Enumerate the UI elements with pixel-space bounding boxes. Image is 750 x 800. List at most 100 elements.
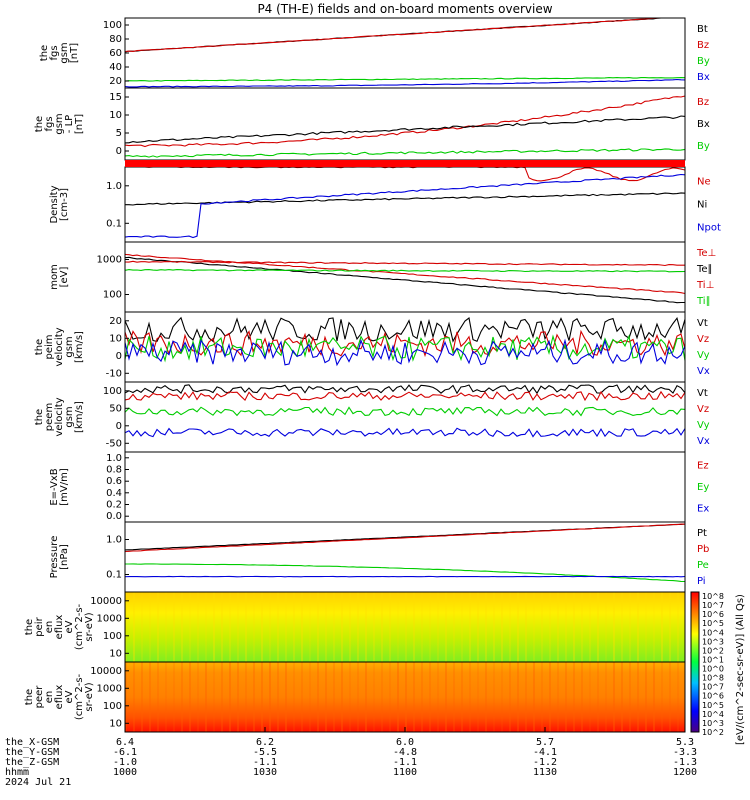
density-legend-2: Npot bbox=[697, 223, 721, 234]
peer-stripe bbox=[285, 662, 287, 732]
peer-stripe bbox=[493, 662, 495, 732]
peem-vel-trace-3 bbox=[124, 427, 686, 438]
fgs-trace-1 bbox=[124, 17, 685, 53]
peer-stripe bbox=[661, 662, 663, 732]
colorbar-tick: 10^4 bbox=[702, 628, 724, 637]
peir-stripe bbox=[605, 592, 607, 662]
peer-stripe bbox=[173, 662, 175, 732]
peir-stripe bbox=[405, 592, 407, 662]
peim-vel-ylabel: peim bbox=[44, 334, 55, 359]
peer-stripe bbox=[557, 662, 559, 732]
temp-legend-2: Ti⊥ bbox=[696, 280, 714, 291]
efield-ytick: 0.4 bbox=[106, 488, 122, 499]
peer-stripe bbox=[533, 662, 535, 732]
peer-stripe bbox=[253, 662, 255, 732]
peer-ytick: 100 bbox=[103, 701, 122, 712]
peir-ylabel: eflux bbox=[54, 615, 65, 640]
peer-stripe bbox=[501, 662, 503, 732]
peir-stripe bbox=[237, 592, 239, 662]
footer-value: 1100 bbox=[393, 767, 417, 778]
peer-stripe bbox=[549, 662, 551, 732]
peir-stripe bbox=[261, 592, 263, 662]
peir-stripe bbox=[133, 592, 135, 662]
peir-stripe bbox=[629, 592, 631, 662]
peir-stripe bbox=[389, 592, 391, 662]
efield-plot-area bbox=[125, 452, 685, 522]
footer-value: 6.2 bbox=[256, 737, 274, 748]
peir-stripe bbox=[269, 592, 271, 662]
efield-ylabel: E=-VxB bbox=[49, 468, 60, 505]
peir-stripe bbox=[493, 592, 495, 662]
density-legend-1: Ni bbox=[697, 200, 707, 211]
peir-stripe bbox=[197, 592, 199, 662]
peer-stripe bbox=[485, 662, 487, 732]
panel-peim-vel: -10 0 10 20 the peim velocity gsm [km/s] Vt Vz Vy Vx bbox=[34, 311, 710, 383]
peir-stripe bbox=[653, 592, 655, 662]
fgs-ytick: 40 bbox=[109, 62, 122, 73]
peir-stripe bbox=[669, 592, 671, 662]
peir-stripe bbox=[349, 592, 351, 662]
peer-stripe bbox=[317, 662, 319, 732]
fgs-lp-trace-1 bbox=[124, 115, 686, 144]
peer-stripe bbox=[477, 662, 479, 732]
peir-stripe bbox=[293, 592, 295, 662]
fgs-lp-plot-area bbox=[125, 88, 685, 160]
peer-stripe bbox=[573, 662, 575, 732]
peir-ytick: 100 bbox=[103, 631, 122, 642]
fgs-lp-ytick: 15 bbox=[109, 92, 122, 103]
footer-value: -4.1 bbox=[533, 747, 557, 758]
separator-band bbox=[125, 160, 685, 167]
peer-stripe bbox=[205, 662, 207, 732]
peir-ylabel: sr-eV) bbox=[84, 612, 95, 641]
peer-ylabel: eV bbox=[64, 690, 75, 703]
peer-ytick: 10000 bbox=[90, 666, 122, 677]
peer-stripe bbox=[677, 662, 679, 732]
density-legend-0: Ne bbox=[697, 177, 711, 188]
footer-row-label: the_Y-GSM bbox=[5, 747, 59, 758]
peim-vel-trace-3 bbox=[124, 338, 686, 367]
footer-value: -1.2 bbox=[533, 757, 557, 768]
peer-stripe bbox=[525, 662, 527, 732]
fgs-ytick: 80 bbox=[109, 34, 122, 45]
peir-stripe bbox=[501, 592, 503, 662]
panel-fgs: 20 40 60 80 100 the fgs gsm [nT] Bt Bz By Bx bbox=[39, 17, 710, 89]
peir-spectrogram bbox=[125, 592, 685, 662]
fgs-lp-ytick: 10 bbox=[109, 110, 122, 121]
peer-stripe bbox=[621, 662, 623, 732]
peir-ytick: 1000 bbox=[97, 613, 122, 624]
fgs-trace-2 bbox=[124, 77, 686, 82]
peim-vel-trace-1 bbox=[124, 329, 686, 358]
peir-stripe bbox=[189, 592, 191, 662]
footer-value: 1000 bbox=[113, 767, 137, 778]
peer-ylabel: the bbox=[24, 689, 35, 705]
peir-stripe bbox=[525, 592, 527, 662]
peem-vel-ylabel: gsm bbox=[64, 406, 75, 427]
peem-vel-legend-3: Vx bbox=[697, 436, 710, 447]
peer-stripe bbox=[445, 662, 447, 732]
pressure-legend-3: Pi bbox=[697, 576, 706, 587]
peim-vel-trace-0 bbox=[124, 316, 686, 343]
pressure-legend-0: Pt bbox=[697, 528, 707, 539]
peer-stripe bbox=[581, 662, 583, 732]
colorbar: [eV/(cm^2-sec-sr-eV)] (All Qs) 10^810^71… bbox=[690, 591, 746, 745]
peir-stripe bbox=[253, 592, 255, 662]
footer-value: -6.1 bbox=[113, 747, 137, 758]
peer-stripe bbox=[149, 662, 151, 732]
peir-stripe bbox=[373, 592, 375, 662]
fgs-lp-ylabel: [nT] bbox=[74, 114, 85, 134]
colorbar-tick: 10^8 bbox=[702, 674, 724, 683]
peir-stripe bbox=[621, 592, 623, 662]
peem-vel-trace-1 bbox=[124, 390, 686, 402]
peer-stripe bbox=[461, 662, 463, 732]
peir-stripe bbox=[557, 592, 559, 662]
peer-ylabel: (cm^2-s- bbox=[74, 673, 85, 720]
footer-value: -4.8 bbox=[393, 747, 417, 758]
colorbar-tick: 10^5 bbox=[702, 619, 724, 628]
footer-value: 1030 bbox=[253, 767, 277, 778]
peir-stripe bbox=[461, 592, 463, 662]
density-trace-2 bbox=[124, 173, 686, 239]
figure-title: P4 (TH-E) fields and on-board moments ov… bbox=[257, 2, 552, 16]
panel-peer: 10 100 1000 10000 the peer en eflux eV (cm^2-s-sr… bbox=[24, 661, 686, 733]
footer-value: -3.3 bbox=[673, 747, 697, 758]
